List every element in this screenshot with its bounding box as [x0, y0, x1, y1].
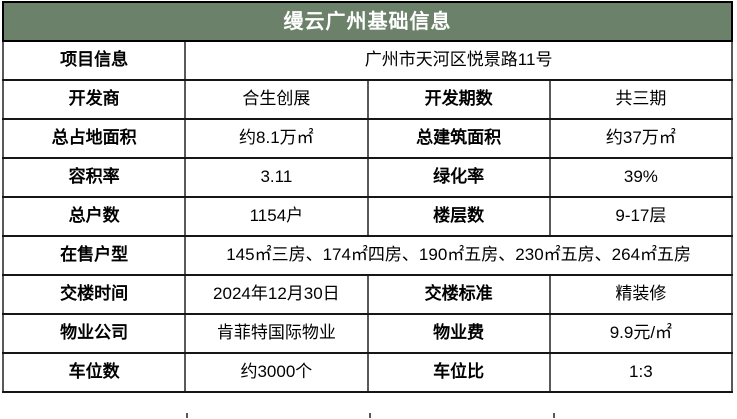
label-units-for-sale: 在售户型 [1, 235, 187, 276]
table-row: 交楼时间 2024年12月30日 交楼标准 精装修 [1, 274, 734, 315]
label-project-address: 项目信息 [1, 40, 187, 81]
table-row: 在售户型 145㎡三房、174㎡四房、190㎡五房、230㎡五房、264㎡五房 [1, 235, 733, 276]
value-development-phases: 共三期 [548, 79, 734, 120]
label-property-company: 物业公司 [1, 313, 187, 354]
label-total-land-area: 总占地面积 [1, 118, 187, 159]
value-parking-ratio: 1:3 [548, 352, 734, 393]
label-floor-count: 楼层数 [366, 196, 551, 237]
title-row: 缦云广州基础信息 [2, 1, 733, 42]
label-total-floor-area: 总建筑面积 [366, 118, 551, 159]
table-row: 总占地面积 约8.1万㎡ 总建筑面积 约37万㎡ [1, 118, 734, 159]
label-plot-ratio: 容积率 [1, 157, 187, 198]
value-total-land-area: 约8.1万㎡ [184, 118, 369, 159]
table-title: 缦云广州基础信息 [2, 1, 733, 42]
table-row: 车位数 约3000个 车位比 1:3 [1, 352, 734, 393]
table-row: 总户数 1154户 楼层数 9-17层 [1, 196, 734, 237]
value-delivery-standard: 精装修 [548, 274, 734, 315]
table-row: 开发商 合生创展 开发期数 共三期 [1, 79, 734, 120]
label-developer: 开发商 [1, 79, 187, 120]
label-greening-rate: 绿化率 [366, 157, 551, 198]
label-total-households: 总户数 [1, 196, 187, 237]
label-parking-count: 车位数 [1, 352, 187, 393]
grid-stub [553, 413, 555, 418]
value-property-company: 肯菲特国际物业 [184, 313, 369, 354]
table-row: 项目信息 广州市天河区悦景路11号 [1, 40, 733, 81]
project-info-table: 缦云广州基础信息 项目信息 广州市天河区悦景路11号 开发商 合生创展 开发期数… [1, 1, 734, 393]
label-delivery-date: 交楼时间 [1, 274, 187, 315]
label-development-phases: 开发期数 [366, 79, 551, 120]
label-parking-ratio: 车位比 [366, 352, 551, 393]
grid-stub [186, 413, 188, 418]
label-property-fee: 物业费 [366, 313, 551, 354]
table-row: 容积率 3.11 绿化率 39% [1, 157, 734, 198]
value-developer: 合生创展 [184, 79, 369, 120]
label-delivery-standard: 交楼标准 [366, 274, 551, 315]
value-units-for-sale: 145㎡三房、174㎡四房、190㎡五房、230㎡五房、264㎡五房 [184, 235, 733, 276]
value-parking-count: 约3000个 [184, 352, 369, 393]
value-floor-count: 9-17层 [548, 196, 734, 237]
value-total-floor-area: 约37万㎡ [548, 118, 734, 159]
value-total-households: 1154户 [184, 196, 369, 237]
value-project-address: 广州市天河区悦景路11号 [184, 40, 733, 81]
table-row: 物业公司 肯菲特国际物业 物业费 9.9元/㎡ [1, 313, 734, 354]
value-property-fee: 9.9元/㎡ [548, 313, 734, 354]
value-greening-rate: 39% [548, 157, 734, 198]
value-plot-ratio: 3.11 [184, 157, 369, 198]
value-delivery-date: 2024年12月30日 [184, 274, 369, 315]
grid-stub [369, 413, 371, 418]
